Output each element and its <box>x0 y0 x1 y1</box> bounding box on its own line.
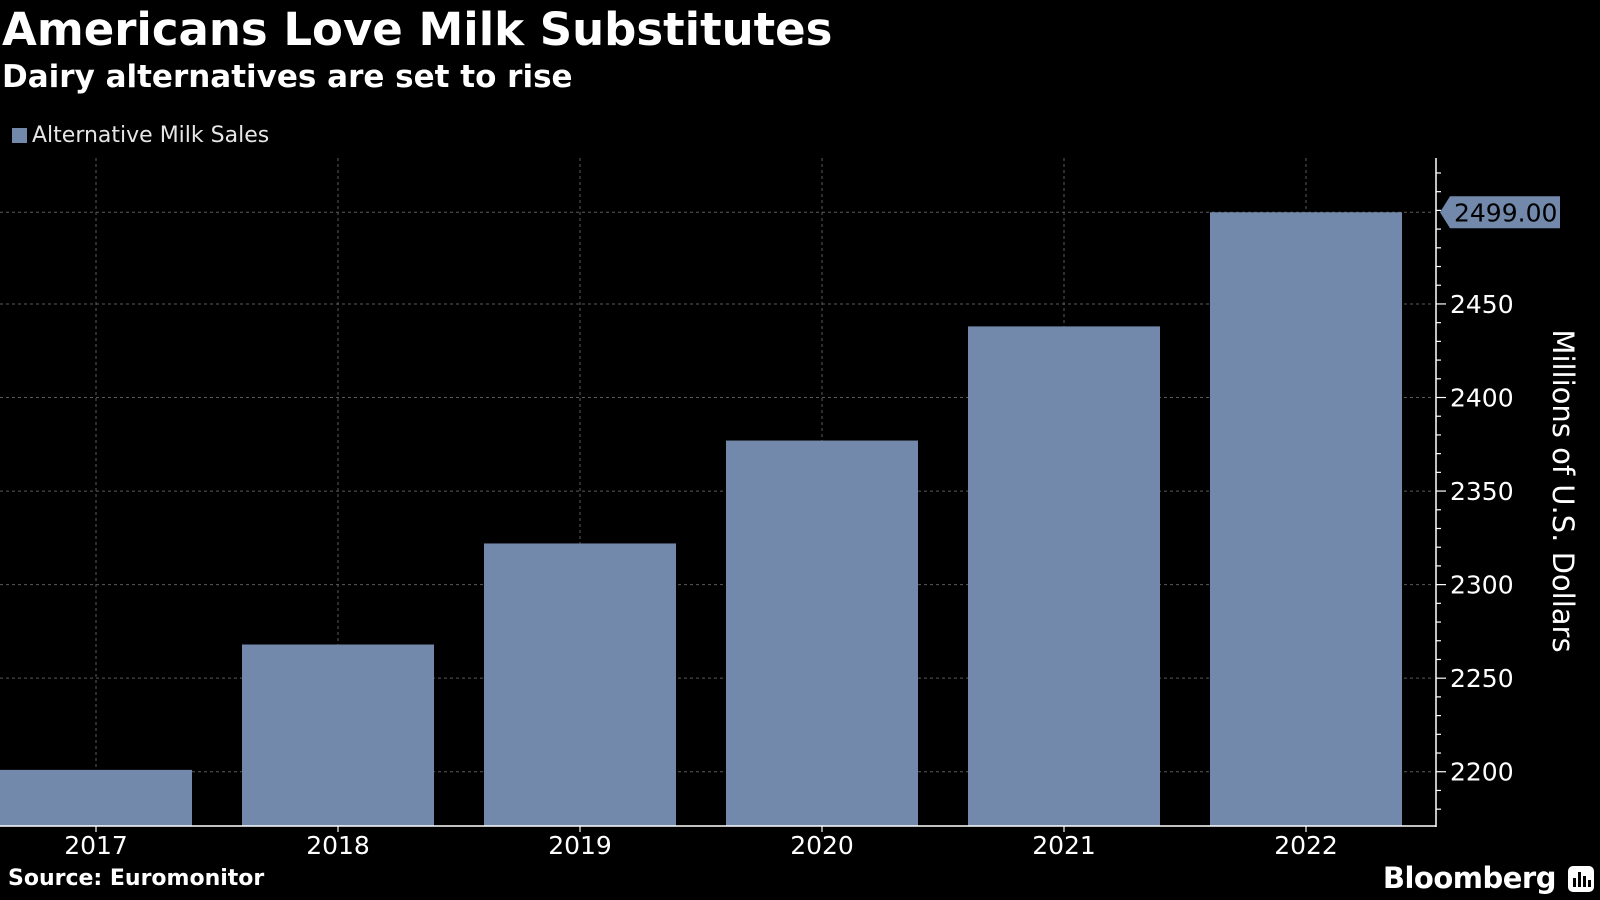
legend-swatch <box>12 127 27 143</box>
x-tick-label: 2021 <box>1032 831 1096 860</box>
legend: Alternative Milk Sales <box>12 122 269 148</box>
value-callout-box <box>1440 196 1560 229</box>
y-tick-label: 2200 <box>1450 758 1514 787</box>
bar-2019 <box>484 543 676 826</box>
grid-layer <box>0 158 1434 826</box>
legend-label: Alternative Milk Sales <box>32 122 270 148</box>
x-tick-label: 2022 <box>1274 831 1338 860</box>
y-axis-title: Millions of U.S. Dollars <box>1546 329 1580 652</box>
y-tick-label: 2400 <box>1450 384 1514 413</box>
value-callout-label: 2499.00 <box>1454 198 1557 227</box>
y-tick-label: 2350 <box>1450 477 1514 506</box>
bar-2022 <box>1210 212 1402 826</box>
x-tick-label: 2017 <box>64 831 128 860</box>
bar-layer <box>0 212 1402 826</box>
bar-2017 <box>0 769 192 826</box>
y-tick-label: 2450 <box>1450 290 1514 319</box>
label-layer: 2200 2250 2300 2350 2400 2450 2017 2018 2019 2020… <box>64 196 1560 860</box>
y-tick-label: 2250 <box>1450 664 1514 693</box>
chart-title: Americans Love Milk Substitutes <box>2 3 833 56</box>
bar-2018 <box>242 644 434 826</box>
bloomberg-chart-icon <box>1568 866 1594 892</box>
source-note: Source: Euromonitor <box>8 866 265 891</box>
x-tick-label: 2020 <box>790 831 854 860</box>
x-tick-label: 2019 <box>548 831 612 860</box>
brand-logo: Bloomberg <box>1382 861 1557 895</box>
y-tick-label: 2300 <box>1450 571 1514 600</box>
axis-layer <box>0 158 1446 832</box>
bar-2020 <box>726 440 918 826</box>
bar-2021 <box>968 326 1160 826</box>
chart-subtitle: Dairy alternatives are set to rise <box>2 59 573 95</box>
x-tick-label: 2018 <box>306 831 370 860</box>
